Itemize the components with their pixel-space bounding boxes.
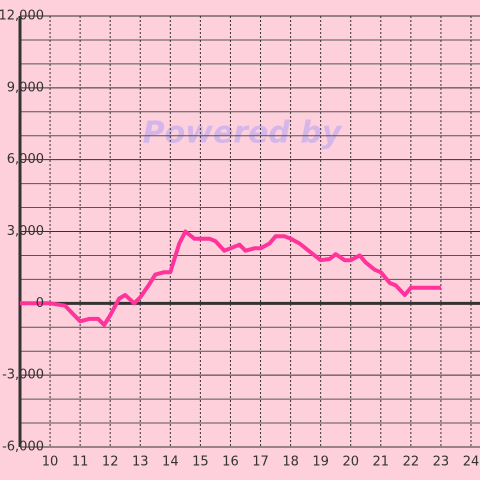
- x-tick-label: 17: [252, 455, 269, 470]
- x-tick-label: 15: [192, 455, 209, 470]
- x-tick-label: 14: [162, 455, 179, 470]
- x-tick-label: 13: [132, 455, 149, 470]
- x-tick-label: 18: [282, 455, 299, 470]
- y-tick-label: 9,000: [7, 80, 44, 95]
- x-tick-label: 19: [312, 455, 329, 470]
- x-tick-label: 10: [42, 455, 59, 470]
- x-tick-label: 11: [72, 455, 89, 470]
- y-tick-label: 0: [36, 296, 44, 311]
- x-tick-label: 21: [373, 455, 390, 470]
- y-tick-label: 6,000: [7, 152, 44, 167]
- y-tick-label: -6,000: [2, 440, 44, 455]
- x-tick-label: 23: [433, 455, 450, 470]
- x-tick-label: 12: [102, 455, 119, 470]
- x-tick-label: 20: [342, 455, 359, 470]
- line: [20, 229, 441, 327]
- y-tick-label: 3,000: [7, 224, 44, 239]
- watermark: Powered by: [143, 116, 343, 151]
- y-tick-label: -3,000: [2, 368, 44, 383]
- x-tick-label: 24: [463, 455, 480, 470]
- x-tick-label: 16: [222, 455, 239, 470]
- x-tick-label: 22: [403, 455, 420, 470]
- y-tick-label: 12,000: [0, 9, 44, 24]
